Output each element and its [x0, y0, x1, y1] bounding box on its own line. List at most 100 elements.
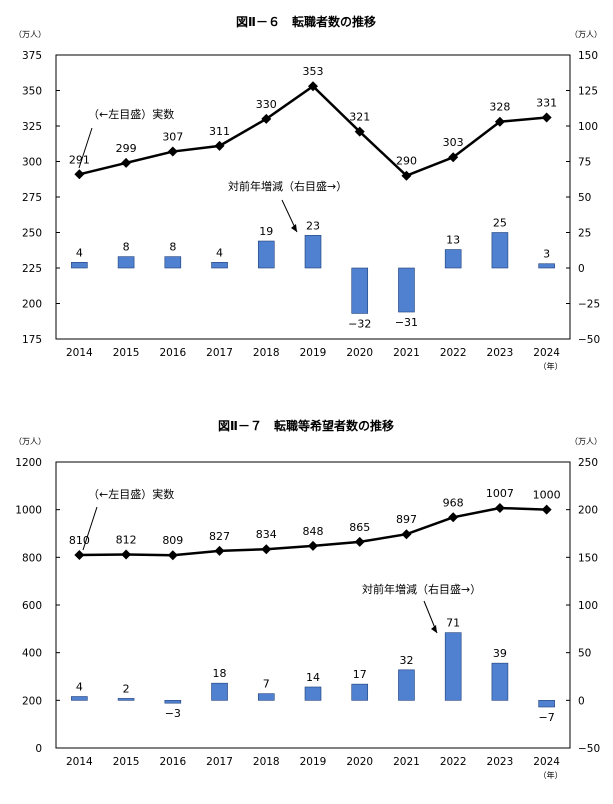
chart2-line-point — [214, 545, 225, 556]
chart1-line-label: 307 — [162, 131, 183, 144]
chart1-line-label: 330 — [256, 98, 277, 111]
chart2-right-tick-label: 250 — [578, 457, 598, 469]
chart1-bar-label: 19 — [259, 225, 273, 238]
chart1-line-point — [401, 170, 412, 181]
chart1-x-tick-label: 2021 — [393, 347, 420, 359]
chart2-bar — [164, 700, 182, 704]
chart2-x-tick-label: 2018 — [253, 756, 280, 768]
chart2-left-tick-label: 800 — [22, 552, 42, 564]
chart2-left-tick-label: 600 — [22, 600, 42, 612]
chart2-bar — [491, 662, 509, 701]
chart2-line-label: 848 — [303, 525, 324, 538]
chart1-right-tick-label: 75 — [578, 157, 591, 169]
chart1-line-label: 291 — [69, 153, 90, 166]
chart2-bar — [257, 693, 275, 701]
chart2-x-tick-label: 2014 — [66, 756, 93, 768]
chart2-line-point — [167, 550, 178, 561]
chart2-line-point — [354, 536, 365, 547]
chart2-bar-label: 2 — [123, 682, 130, 695]
chart1-line-leader — [78, 127, 93, 169]
chart2-bar — [538, 700, 555, 708]
chart2-line-leader — [82, 506, 98, 551]
chart1-x-tick-label: 2015 — [113, 347, 140, 359]
chart1-bar-label: −32 — [348, 317, 371, 330]
chart2-bar-legend-annotation: 対前年増減（右目盛→） — [362, 582, 481, 596]
chart2-line-point — [401, 529, 412, 540]
chart2-line-label: 810 — [69, 534, 90, 547]
chart1-left-tick-label: 325 — [22, 121, 42, 133]
chart1-left-unit: （万人） — [14, 30, 46, 39]
chart1-bar — [117, 256, 135, 269]
chart1-line-point — [121, 157, 132, 168]
chart2-line-label: 897 — [396, 513, 417, 526]
chart2-bar — [211, 682, 228, 701]
chart1-left-tick-label: 175 — [22, 334, 42, 346]
chart1-bar — [211, 262, 228, 269]
chart1-line-point — [74, 169, 85, 180]
chart2-line-label: 827 — [209, 530, 230, 543]
chart1-line-label: 299 — [116, 142, 137, 155]
chart1-line-label: 331 — [536, 96, 557, 109]
chart2-x-tick-label: 2020 — [346, 756, 373, 768]
chart1-bar-legend-annotation: 対前年増減（右目盛→） — [228, 179, 347, 193]
chart2-line-label: 812 — [116, 533, 137, 546]
chart1-line-point — [308, 81, 318, 92]
chart1-x-tick-label: 2014 — [66, 347, 93, 359]
chart1-right-tick-label: −25 — [578, 299, 600, 311]
chart2-x-unit: （年） — [539, 770, 563, 780]
chart1-bar — [491, 232, 509, 269]
chart2-line-point — [74, 549, 85, 560]
chart1-bar-label: 8 — [123, 241, 130, 254]
chart1-bar-label: −31 — [395, 316, 418, 329]
chart1-arrowhead-icon — [291, 224, 297, 232]
chart1-bar — [257, 240, 275, 269]
chart2-x-tick-label: 2015 — [113, 756, 140, 768]
chart2-bar — [398, 669, 415, 701]
chart2-line-point — [261, 544, 272, 555]
chart1-x-tick-label: 2024 — [533, 347, 560, 359]
chart2-bar-label: 71 — [446, 617, 460, 630]
chart2-right-tick-label: 200 — [578, 505, 598, 517]
chart1-x-tick-label: 2017 — [206, 347, 233, 359]
chart2-x-tick-label: 2024 — [533, 756, 560, 768]
chart2-bar-label: 4 — [76, 681, 83, 694]
chart1-left-tick-label: 250 — [22, 228, 42, 240]
chart1-line-point — [214, 140, 225, 151]
chart1-bar — [164, 256, 182, 269]
chart1-line-label: 353 — [303, 65, 324, 78]
chart1-line-point — [354, 126, 365, 137]
chart1-right-tick-label: −50 — [578, 334, 600, 346]
chart1-line-label: 311 — [209, 125, 230, 138]
chart1-x-tick-label: 2018 — [253, 347, 280, 359]
chart1-line-legend-annotation: （←左目盛）実数 — [88, 107, 174, 121]
chart1-line-label: 290 — [396, 155, 417, 168]
chart1-title: 図Ⅱ－６ 転職者数の推移 — [236, 14, 376, 29]
chart2-bar-label: 32 — [399, 654, 413, 667]
chart1-bar — [351, 267, 369, 314]
chart2-x-tick-label: 2021 — [393, 756, 420, 768]
chart1-bar-label: 4 — [216, 246, 223, 259]
chart1-bar — [444, 249, 462, 269]
chart1-right-tick-label: 125 — [578, 86, 598, 98]
chart1-line-label: 303 — [443, 136, 464, 149]
chart2-bar — [444, 632, 462, 701]
chart2-right-tick-label: 150 — [578, 552, 598, 564]
chart1-left-tick-label: 200 — [22, 299, 42, 311]
chart1-line-point — [494, 116, 505, 127]
chart1-line-point — [167, 146, 178, 157]
chart2-left-tick-label: 400 — [22, 648, 42, 660]
chart2-line-point — [494, 502, 505, 513]
chart2-right-unit: （万人） — [570, 437, 602, 446]
chart2-bar-label: −3 — [165, 707, 181, 720]
chart2-line-label: 834 — [256, 528, 277, 541]
chart2-bar-label: −7 — [539, 711, 555, 724]
chart1-x-tick-label: 2020 — [346, 347, 373, 359]
chart2-x-tick-label: 2023 — [487, 756, 514, 768]
chart2-left-tick-label: 0 — [35, 743, 42, 755]
chart2-line-legend-annotation: （←左目盛）実数 — [88, 487, 174, 501]
chart1-x-tick-label: 2016 — [159, 347, 186, 359]
chart2-line-label: 1007 — [486, 487, 514, 500]
chart1-line-series — [79, 84, 547, 178]
chart1-line-label: 321 — [349, 111, 370, 124]
